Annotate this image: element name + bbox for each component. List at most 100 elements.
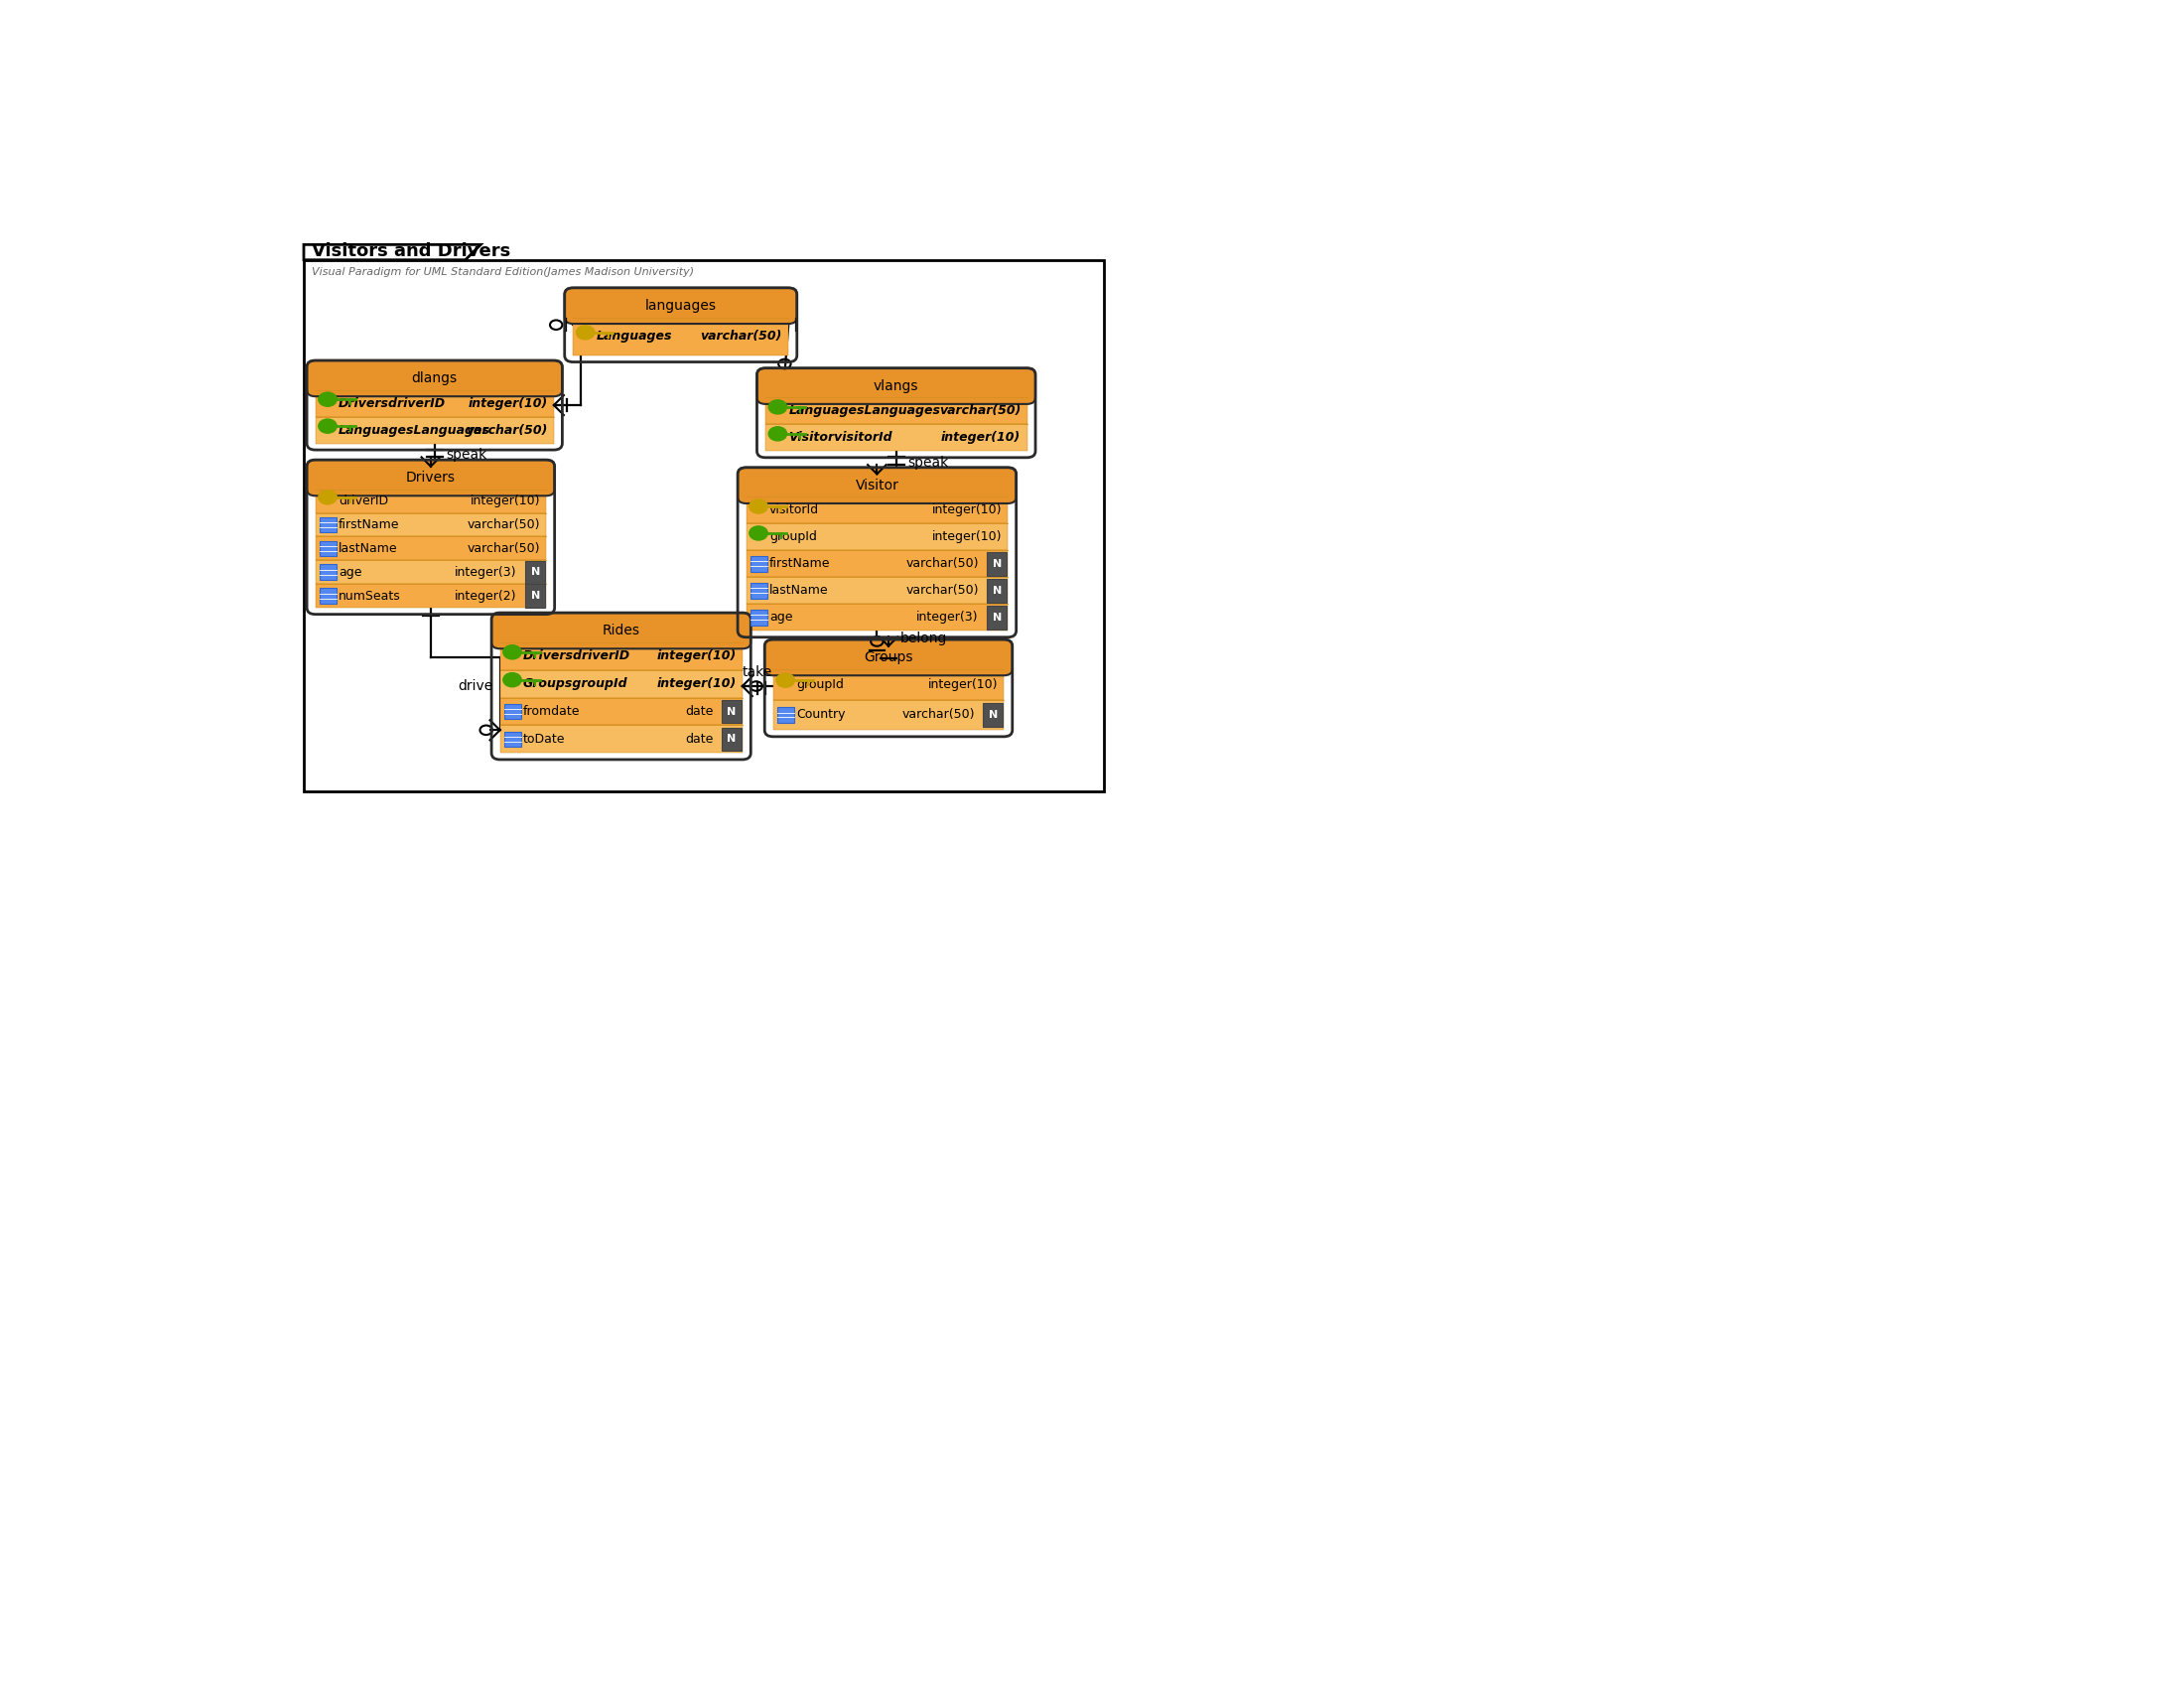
Text: Country: Country xyxy=(797,709,845,721)
Circle shape xyxy=(319,490,336,505)
FancyBboxPatch shape xyxy=(749,609,767,625)
FancyBboxPatch shape xyxy=(314,560,546,584)
Text: LanguagesLanguages: LanguagesLanguages xyxy=(788,405,941,417)
Circle shape xyxy=(319,419,336,434)
Text: drive: drive xyxy=(459,679,494,694)
FancyBboxPatch shape xyxy=(500,726,743,753)
Circle shape xyxy=(577,326,594,339)
Text: integer(3): integer(3) xyxy=(917,611,978,625)
Circle shape xyxy=(749,500,767,513)
Text: integer(10): integer(10) xyxy=(933,530,1002,544)
Text: integer(10): integer(10) xyxy=(657,650,736,662)
Circle shape xyxy=(502,645,522,658)
Text: Drivers: Drivers xyxy=(406,471,456,484)
Text: varchar(50): varchar(50) xyxy=(906,584,978,598)
Text: Languages: Languages xyxy=(596,329,673,343)
Circle shape xyxy=(319,392,336,407)
FancyBboxPatch shape xyxy=(987,552,1007,576)
FancyBboxPatch shape xyxy=(987,606,1007,630)
Text: varchar(50): varchar(50) xyxy=(467,518,539,532)
FancyBboxPatch shape xyxy=(319,587,336,604)
FancyBboxPatch shape xyxy=(304,260,1103,792)
FancyBboxPatch shape xyxy=(778,707,793,722)
FancyBboxPatch shape xyxy=(306,361,561,397)
Text: varchar(50): varchar(50) xyxy=(701,329,782,343)
FancyBboxPatch shape xyxy=(314,513,546,537)
FancyBboxPatch shape xyxy=(747,604,1007,631)
Text: N: N xyxy=(989,711,998,719)
Text: Rides: Rides xyxy=(603,625,640,638)
Text: N: N xyxy=(531,567,539,577)
Text: integer(10): integer(10) xyxy=(928,679,998,690)
Text: dlangs: dlangs xyxy=(411,371,456,385)
Text: GroupsgroupId: GroupsgroupId xyxy=(522,677,629,690)
Text: visitorId: visitorId xyxy=(769,503,819,517)
Text: varchar(50): varchar(50) xyxy=(939,405,1020,417)
FancyBboxPatch shape xyxy=(314,490,546,513)
FancyBboxPatch shape xyxy=(526,560,546,584)
FancyBboxPatch shape xyxy=(747,550,1007,577)
FancyBboxPatch shape xyxy=(721,728,743,751)
FancyBboxPatch shape xyxy=(572,317,788,356)
FancyBboxPatch shape xyxy=(983,704,1002,726)
FancyBboxPatch shape xyxy=(306,459,555,496)
Circle shape xyxy=(775,674,795,687)
FancyBboxPatch shape xyxy=(721,701,743,722)
Text: Visitors and Drivers: Visitors and Drivers xyxy=(312,241,511,260)
Text: driverID: driverID xyxy=(339,495,389,508)
Text: Groups: Groups xyxy=(865,650,913,665)
Text: varchar(50): varchar(50) xyxy=(902,709,974,721)
FancyBboxPatch shape xyxy=(747,496,1007,523)
Text: take: take xyxy=(743,665,773,679)
Text: varchar(50): varchar(50) xyxy=(467,542,539,555)
Text: varchar(50): varchar(50) xyxy=(465,424,548,437)
FancyBboxPatch shape xyxy=(491,613,751,648)
FancyBboxPatch shape xyxy=(749,582,767,598)
Circle shape xyxy=(769,400,786,414)
FancyBboxPatch shape xyxy=(749,555,767,572)
FancyBboxPatch shape xyxy=(764,424,1026,451)
Text: firstName: firstName xyxy=(769,557,830,571)
Text: integer(2): integer(2) xyxy=(454,589,518,603)
Text: groupId: groupId xyxy=(797,679,843,690)
Polygon shape xyxy=(304,245,480,260)
Text: integer(10): integer(10) xyxy=(470,495,539,508)
FancyBboxPatch shape xyxy=(764,398,1026,424)
Text: integer(10): integer(10) xyxy=(933,503,1002,517)
Text: integer(10): integer(10) xyxy=(657,677,736,690)
Text: integer(3): integer(3) xyxy=(454,565,518,579)
FancyBboxPatch shape xyxy=(987,579,1007,603)
Circle shape xyxy=(502,674,522,687)
Text: N: N xyxy=(992,586,1002,596)
Text: toDate: toDate xyxy=(522,733,566,746)
Text: N: N xyxy=(531,591,539,601)
Text: date: date xyxy=(686,733,712,746)
Text: Visitor: Visitor xyxy=(856,478,900,493)
FancyBboxPatch shape xyxy=(500,697,743,726)
FancyBboxPatch shape xyxy=(738,468,1016,503)
Text: integer(10): integer(10) xyxy=(467,397,548,410)
FancyBboxPatch shape xyxy=(319,540,336,557)
FancyBboxPatch shape xyxy=(319,564,336,581)
Text: DriversdriverID: DriversdriverID xyxy=(339,397,446,410)
FancyBboxPatch shape xyxy=(747,523,1007,550)
FancyBboxPatch shape xyxy=(505,704,520,719)
FancyBboxPatch shape xyxy=(566,289,797,324)
Text: DriversdriverID: DriversdriverID xyxy=(522,650,631,662)
Text: N: N xyxy=(727,734,736,744)
Text: varchar(50): varchar(50) xyxy=(906,557,978,571)
Text: groupId: groupId xyxy=(769,530,817,544)
FancyBboxPatch shape xyxy=(500,641,743,670)
Text: N: N xyxy=(992,613,1002,623)
Text: LanguagesLanguages: LanguagesLanguages xyxy=(339,424,489,437)
FancyBboxPatch shape xyxy=(314,584,546,608)
Text: age: age xyxy=(339,565,363,579)
Text: N: N xyxy=(727,707,736,716)
FancyBboxPatch shape xyxy=(773,668,1005,699)
FancyBboxPatch shape xyxy=(319,517,336,533)
Text: integer(10): integer(10) xyxy=(941,430,1020,444)
Text: speak: speak xyxy=(446,447,487,463)
Text: languages: languages xyxy=(644,299,716,312)
Text: fromdate: fromdate xyxy=(522,706,581,717)
Text: firstName: firstName xyxy=(339,518,400,532)
